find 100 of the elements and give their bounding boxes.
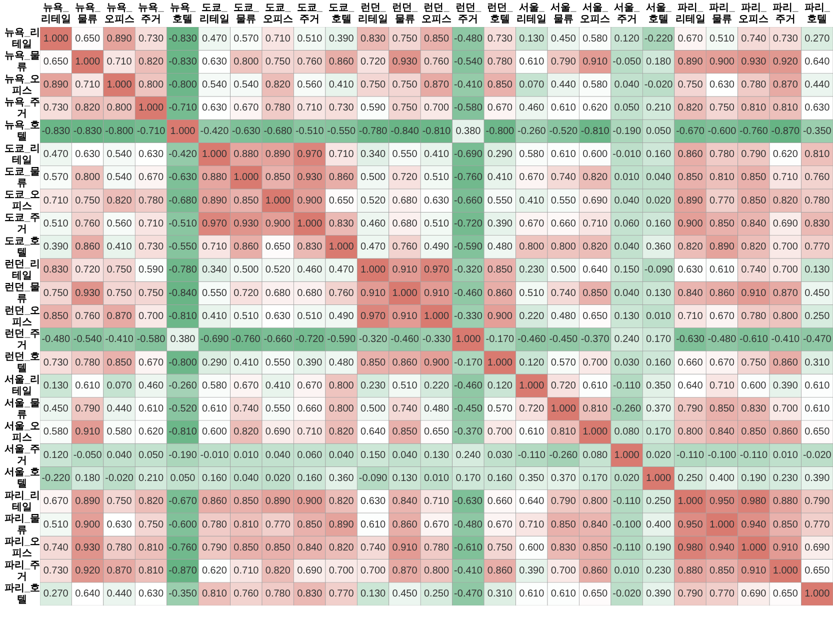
data-label: -0.330 bbox=[454, 311, 483, 322]
data-label: 0.540 bbox=[106, 149, 132, 160]
data-label: -0.100 bbox=[708, 450, 737, 461]
data-label: 0.630 bbox=[678, 264, 704, 276]
data-label: 0.880 bbox=[234, 149, 260, 160]
data-label: 0.910 bbox=[741, 566, 767, 577]
data-label: 0.470 bbox=[360, 242, 386, 253]
data-label: -0.630 bbox=[168, 172, 198, 184]
data-label: 0.570 bbox=[487, 404, 513, 415]
data-label: 1.000 bbox=[487, 357, 513, 368]
x-tick-label: 서울_호텔 bbox=[646, 2, 672, 25]
data-label: 0.130 bbox=[519, 33, 545, 44]
data-label: 0.820 bbox=[328, 542, 354, 554]
data-label: 0.660 bbox=[297, 404, 323, 415]
data-label: 0.610 bbox=[202, 404, 228, 415]
data-label: 0.830 bbox=[297, 588, 323, 600]
data-label: 0.350 bbox=[519, 472, 545, 484]
data-label: 0.840 bbox=[392, 496, 418, 508]
data-label: 0.840 bbox=[582, 519, 608, 530]
data-label: -0.760 bbox=[168, 542, 198, 554]
data-label: 0.020 bbox=[646, 450, 672, 461]
data-label: 0.800 bbox=[519, 242, 545, 253]
data-label: 0.730 bbox=[328, 102, 354, 114]
data-label: 0.150 bbox=[360, 450, 386, 461]
data-label: -0.110 bbox=[518, 450, 546, 461]
data-label: 0.800 bbox=[234, 56, 260, 68]
data-label: 0.670 bbox=[487, 102, 513, 114]
data-label: 0.710 bbox=[297, 102, 323, 114]
data-label: 0.780 bbox=[265, 102, 291, 114]
data-label: -0.830 bbox=[168, 56, 198, 68]
data-label: 0.640 bbox=[804, 56, 830, 68]
data-label: 0.480 bbox=[550, 311, 576, 322]
data-label: -0.450 bbox=[549, 334, 578, 346]
y-tick-label: 파리_오피스 bbox=[4, 536, 40, 560]
data-label: 0.440 bbox=[106, 588, 132, 600]
data-label: 0.780 bbox=[106, 542, 132, 554]
data-label: 0.020 bbox=[646, 195, 672, 206]
data-label: -0.480 bbox=[454, 33, 483, 44]
data-label: 0.780 bbox=[741, 311, 767, 322]
data-label: 0.810 bbox=[550, 426, 576, 438]
data-label: 0.040 bbox=[106, 450, 132, 461]
data-label: 0.470 bbox=[43, 149, 69, 160]
data-label: -0.410 bbox=[771, 334, 800, 346]
data-label: 0.740 bbox=[550, 172, 576, 184]
data-label: 0.490 bbox=[328, 311, 354, 322]
data-label: 0.550 bbox=[392, 149, 418, 160]
data-label: 0.650 bbox=[328, 195, 354, 206]
data-label: 0.410 bbox=[234, 357, 260, 368]
data-label: 0.760 bbox=[297, 56, 323, 68]
data-label: 0.050 bbox=[614, 102, 640, 114]
data-label: -0.370 bbox=[580, 334, 610, 346]
data-label: 0.510 bbox=[709, 33, 735, 44]
data-label: 0.570 bbox=[550, 357, 576, 368]
data-label: 0.550 bbox=[202, 288, 228, 299]
data-label: 0.690 bbox=[804, 542, 830, 554]
data-label: 0.040 bbox=[614, 242, 640, 253]
data-label: -0.320 bbox=[454, 264, 483, 276]
data-label: -0.350 bbox=[802, 126, 832, 137]
y-tick-label: 파리_물류 bbox=[4, 514, 40, 536]
data-label: 0.880 bbox=[772, 496, 798, 508]
data-label: 0.810 bbox=[709, 172, 735, 184]
data-label: -0.090 bbox=[358, 472, 388, 484]
data-label: 0.750 bbox=[709, 102, 735, 114]
data-label: 1.000 bbox=[392, 288, 418, 299]
data-label: 0.630 bbox=[138, 588, 164, 600]
data-label: 0.410 bbox=[202, 311, 228, 322]
data-label: 0.290 bbox=[202, 357, 228, 368]
data-label: 0.870 bbox=[106, 311, 132, 322]
data-label: 1.000 bbox=[297, 218, 323, 230]
y-tick-label: 파리_리테일 bbox=[4, 490, 40, 513]
data-label: 0.810 bbox=[772, 102, 798, 114]
data-label: 0.890 bbox=[678, 195, 704, 206]
data-label: 0.820 bbox=[328, 426, 354, 438]
data-label: 0.340 bbox=[202, 264, 228, 276]
data-label: 0.710 bbox=[709, 380, 735, 392]
data-label: 0.690 bbox=[772, 218, 798, 230]
data-label: 0.950 bbox=[709, 496, 735, 508]
data-label: 0.030 bbox=[614, 357, 640, 368]
data-label: 0.510 bbox=[43, 519, 69, 530]
y-tick-label: 런던_주거 bbox=[4, 328, 40, 351]
data-label: 0.700 bbox=[772, 242, 798, 253]
data-label: 0.210 bbox=[646, 102, 672, 114]
data-label: 0.670 bbox=[297, 380, 323, 392]
data-label: 0.180 bbox=[646, 56, 672, 68]
data-label: 0.460 bbox=[519, 102, 545, 114]
y-tick-label: 도쿄_주거 bbox=[4, 212, 40, 236]
data-label: 0.220 bbox=[519, 311, 545, 322]
data-label: -0.260 bbox=[549, 450, 578, 461]
data-label: 0.560 bbox=[106, 218, 132, 230]
data-label: 0.580 bbox=[582, 33, 608, 44]
data-label: 0.830 bbox=[550, 542, 576, 554]
data-label: 0.880 bbox=[202, 172, 228, 184]
data-label: 0.510 bbox=[519, 288, 545, 299]
data-label: 0.750 bbox=[138, 519, 164, 530]
data-label: 0.860 bbox=[328, 172, 354, 184]
data-label: 0.910 bbox=[392, 311, 418, 322]
data-label: 0.660 bbox=[550, 218, 576, 230]
data-label: 0.610 bbox=[519, 426, 545, 438]
y-tick-label: 뉴욕_물류 bbox=[4, 50, 40, 74]
data-label: 0.390 bbox=[519, 566, 545, 577]
